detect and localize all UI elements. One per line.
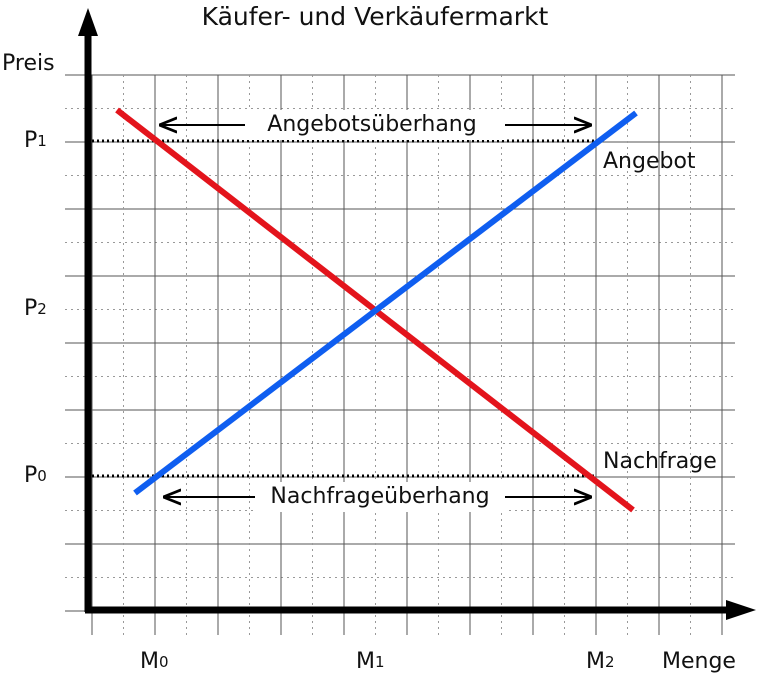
letter: P [24, 128, 37, 153]
letter: M [140, 649, 159, 674]
price-label: P2 [24, 296, 47, 321]
supply-curve [133, 110, 638, 496]
subscript: 1 [375, 653, 385, 671]
price-label: P1 [24, 128, 47, 153]
letter: M [356, 649, 375, 674]
subscript: 0 [159, 653, 169, 671]
x-axis-label: Menge [662, 649, 736, 674]
subscript: 2 [37, 300, 47, 318]
subscript: 2 [605, 653, 615, 671]
quantity-label: M0 [140, 649, 169, 674]
y-axis-label: Preis [2, 51, 55, 76]
title: Käufer- und Verkäufermarkt [202, 2, 549, 31]
curve-label: Nachfrage [603, 449, 717, 474]
subscript: 1 [37, 132, 47, 150]
letter: P [24, 463, 37, 488]
annotation: Angebotsüberhang [267, 112, 476, 137]
label-bg [255, 482, 505, 512]
subscript: 0 [37, 467, 47, 485]
x-axis-arrow [726, 600, 756, 620]
annotation: Nachfrageüberhang [270, 484, 489, 509]
quantity-label: M1 [356, 649, 385, 674]
y-axis-arrow [78, 8, 98, 36]
label-bg [240, 110, 505, 140]
price-label: P0 [24, 463, 47, 488]
curve-label: Angebot [603, 149, 696, 174]
quantity-label: M2 [586, 649, 615, 674]
letter: M [586, 649, 605, 674]
letter: P [24, 296, 37, 321]
